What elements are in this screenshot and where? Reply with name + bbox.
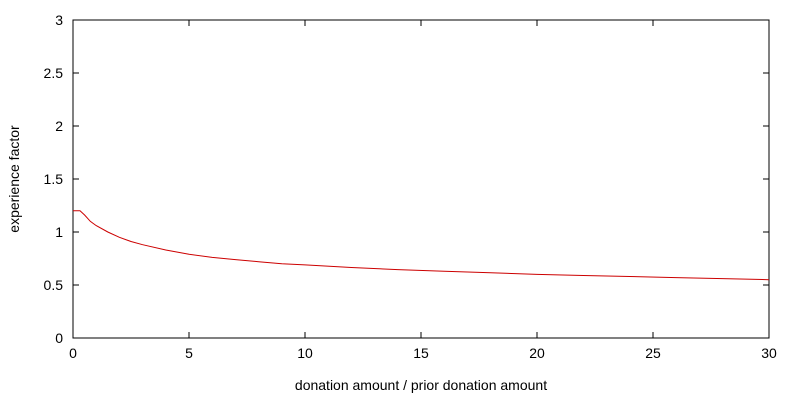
y-tick-label: 1.5 xyxy=(44,171,64,187)
series-line xyxy=(73,210,770,281)
x-tick-label: 5 xyxy=(185,345,193,361)
y-axis-label: experience factor xyxy=(6,125,22,233)
x-tick-label: 30 xyxy=(761,345,777,361)
plot-frame xyxy=(72,19,770,339)
tick-labels: 0 5 10 15 20 25 30 0 0.5 1 1.5 2 2.5 3 xyxy=(44,12,777,361)
x-tick-label: 20 xyxy=(529,345,545,361)
x-tick-label: 25 xyxy=(645,345,661,361)
series-group xyxy=(73,210,770,281)
x-axis-label: donation amount / prior donation amount xyxy=(295,377,547,393)
ticks xyxy=(72,19,770,339)
x-tick-label: 15 xyxy=(413,345,429,361)
y-tick-label: 0 xyxy=(55,330,63,346)
y-tick-label: 1 xyxy=(55,224,63,240)
y-tick-label: 0.5 xyxy=(44,277,64,293)
y-tick-label: 3 xyxy=(55,12,63,28)
x-tick-label: 0 xyxy=(69,345,77,361)
y-tick-label: 2 xyxy=(55,118,63,134)
x-tick-label: 10 xyxy=(297,345,313,361)
y-tick-label: 2.5 xyxy=(44,65,64,81)
